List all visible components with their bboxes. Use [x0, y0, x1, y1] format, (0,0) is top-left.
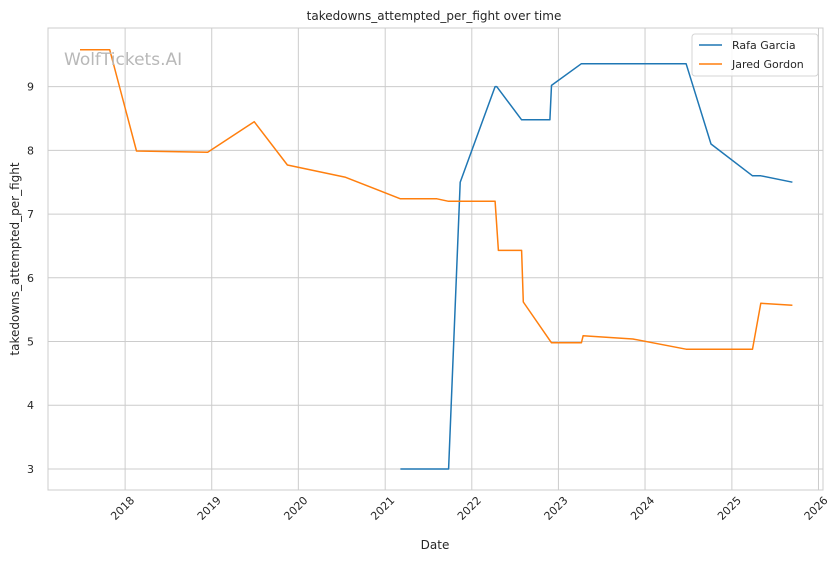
- y-tick-label: 7: [27, 208, 34, 221]
- chart-title: takedowns_attempted_per_fight over time: [307, 9, 562, 23]
- plot-frame: [47, 27, 824, 491]
- y-tick-label: 6: [27, 272, 34, 285]
- y-tick-label: 8: [27, 144, 34, 157]
- x-axis-label: Date: [421, 538, 450, 552]
- y-tick-label: 5: [27, 336, 34, 349]
- legend-box: [691, 33, 819, 77]
- y-axis: 3 4 5 6 7 8 9: [27, 81, 34, 476]
- legend: Rafa Garcia Jared Gordon: [691, 33, 819, 77]
- grid: [48, 28, 823, 490]
- series-layer: [80, 48, 793, 470]
- series-line-rafa-garcia: [400, 62, 793, 470]
- y-axis-label: takedowns_attempted_per_fight: [8, 162, 22, 355]
- y-tick-label: 3: [27, 463, 34, 476]
- legend-label-rafa-garcia: Rafa Garcia: [732, 39, 796, 52]
- legend-label-jared-gordon: Jared Gordon: [731, 58, 804, 71]
- y-tick-label: 4: [27, 399, 34, 412]
- watermark: WolfTickets.AI: [64, 50, 182, 70]
- y-tick-label: 9: [27, 81, 34, 94]
- series-line-jared-gordon: [80, 48, 793, 350]
